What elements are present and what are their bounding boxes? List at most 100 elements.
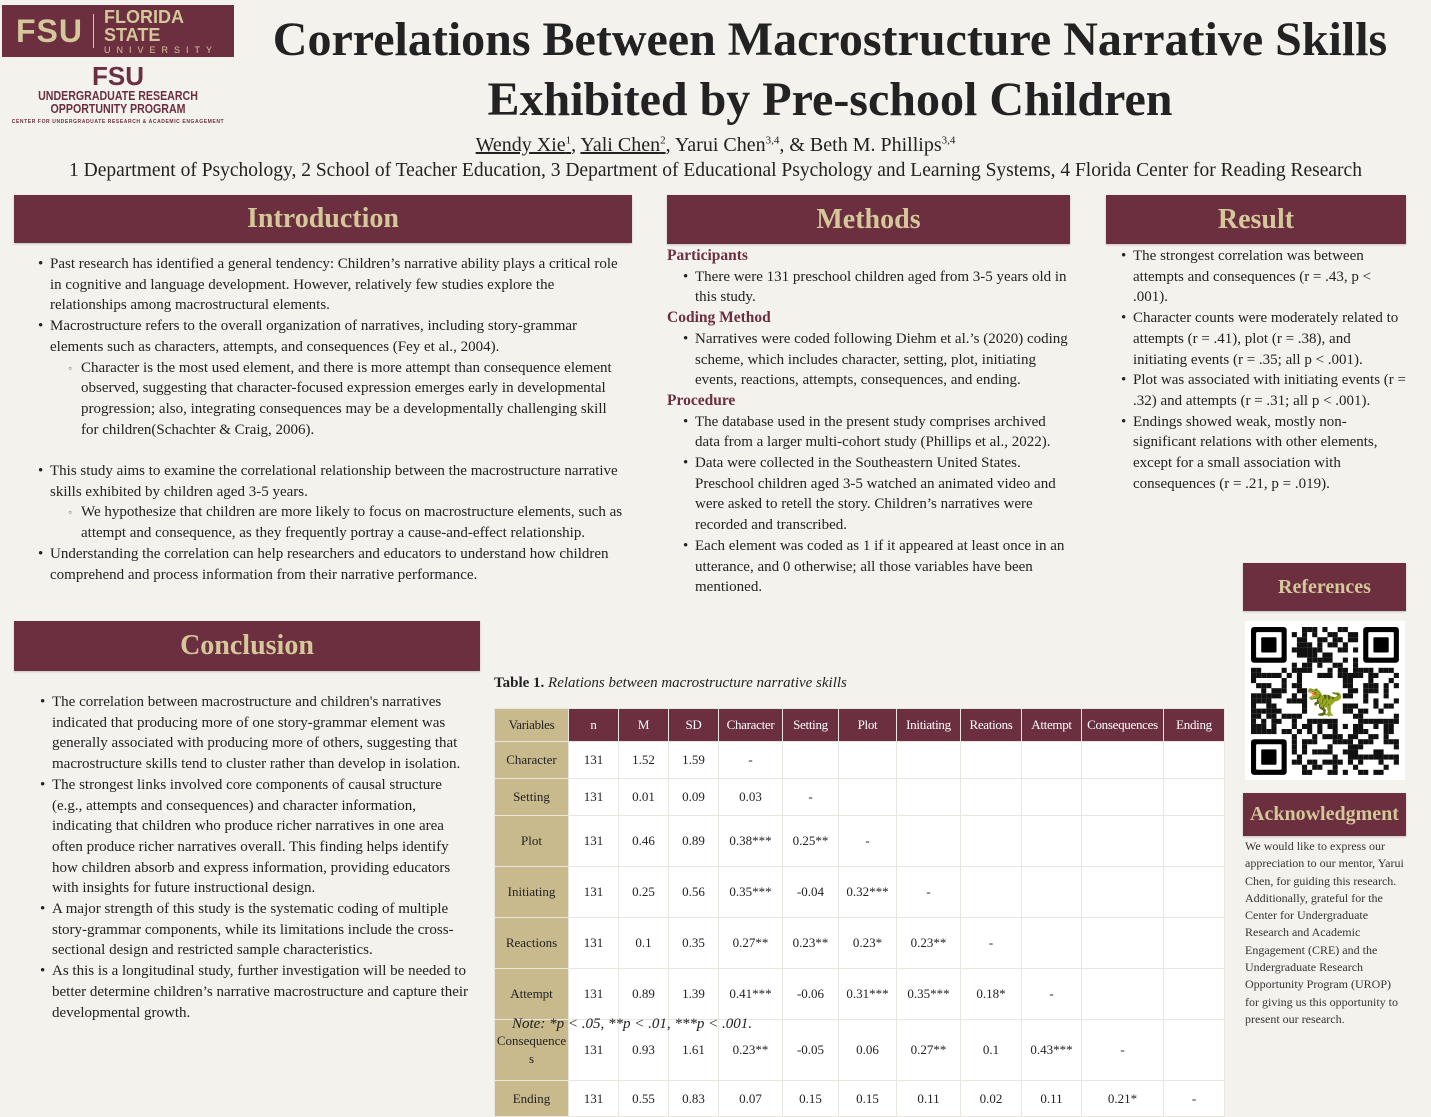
table-cell: 131	[568, 778, 619, 816]
table-cell: 0.27**	[718, 917, 783, 969]
table-cell	[1163, 866, 1225, 918]
table-cell: 0.35***	[896, 968, 961, 1020]
qr-code[interactable]: 🦖	[1245, 621, 1405, 780]
methods-subheading: Procedure	[667, 391, 736, 409]
table-cell	[1163, 741, 1225, 779]
row-label: Setting	[494, 778, 569, 816]
correlation-table: Variables n M SD Character Setting Plot Initiat…	[494, 708, 1225, 1117]
table-cell: 0.02	[960, 1080, 1022, 1117]
column-header: Variables	[494, 708, 569, 742]
methods-list: There were 131 preschool children aged f…	[667, 267, 1072, 308]
table-cell: -0.05	[782, 1019, 839, 1081]
methods-item: Data were collected in the Southeastern …	[683, 453, 1072, 536]
table-cell: 0.21*	[1081, 1080, 1164, 1117]
table-cell	[1021, 741, 1082, 779]
table-cell: 1.39	[668, 968, 719, 1020]
table-cell: 0.23**	[896, 917, 961, 969]
introduction-item: This study aims to examine the correlati…	[38, 461, 623, 502]
introduction-heading: Introduction	[14, 195, 632, 243]
table-cell: 0.35	[668, 917, 719, 969]
conclusion-list: The correlation between macrostructure a…	[40, 692, 475, 1023]
table-cell: 0.1	[960, 1019, 1022, 1081]
references-heading: References	[1243, 563, 1406, 611]
conclusion-heading: Conclusion	[14, 621, 480, 671]
table-cell	[896, 778, 961, 816]
methods-body: Participants There were 131 preschool chi…	[667, 246, 1072, 598]
table-cell: 0.06	[838, 1019, 897, 1081]
column-header: SD	[668, 708, 719, 742]
poster-title: Correlations Between Macrostructure Narr…	[272, 13, 1388, 126]
column-header: Character	[718, 708, 783, 742]
table-cell: 0.07	[718, 1080, 783, 1117]
row-label: Character	[494, 741, 569, 779]
table-cell	[960, 866, 1022, 918]
table-cell: 131	[568, 917, 619, 969]
table-cell: 0.83	[668, 1080, 719, 1117]
introduction-item: Macrostructure refers to the overall org…	[38, 316, 623, 357]
result-item: The strongest correlation was between at…	[1121, 246, 1406, 308]
table-cell: -	[718, 741, 783, 779]
table-cell: 131	[568, 815, 619, 867]
table-cell	[896, 741, 961, 779]
row-label: Ending	[494, 1080, 569, 1117]
introduction-list: Past research has identified a general t…	[38, 254, 623, 585]
row-label: Attempt	[494, 968, 569, 1020]
table-cell: 0.23*	[838, 917, 897, 969]
table-cell	[1021, 866, 1082, 918]
conclusion-item: The correlation between macrostructure a…	[40, 692, 475, 775]
table-cell: 0.15	[782, 1080, 839, 1117]
row-label: Reactions	[494, 917, 569, 969]
table-cell: -0.04	[782, 866, 839, 918]
introduction-item: Character is the most used element, and …	[38, 358, 623, 441]
introduction-item: We hypothesize that children are more li…	[38, 502, 623, 543]
table-row: Character 131 1.52 1.59-	[494, 741, 1225, 779]
column-header: Consequences	[1081, 708, 1164, 742]
table-cell	[960, 778, 1022, 816]
column-header: Initiating	[896, 708, 961, 742]
table-cell: -	[1163, 1080, 1225, 1117]
table-cell	[1021, 778, 1082, 816]
conclusion-item: The strongest links involved core compon…	[40, 775, 475, 899]
table-cell: -	[838, 815, 897, 867]
table-caption: Table 1. Relations between macrostructur…	[494, 675, 847, 691]
table-cell: 131	[568, 741, 619, 779]
table-cell	[1163, 917, 1225, 969]
result-list: The strongest correlation was between at…	[1121, 246, 1406, 494]
table-cell	[960, 815, 1022, 867]
methods-subheading: Participants	[667, 247, 748, 264]
methods-list: The database used in the present study c…	[667, 412, 1072, 598]
table-cell	[838, 778, 897, 816]
table-cell: 0.01	[618, 778, 669, 816]
table-cell: 0.89	[668, 815, 719, 867]
table-cell: 0.09	[668, 778, 719, 816]
column-header: Setting	[782, 708, 839, 742]
column-header: M	[618, 708, 669, 742]
table-cell	[1163, 778, 1225, 816]
table-note: Note: *p < .05, **p < .01, ***p < .001.	[512, 1016, 752, 1032]
table-cell	[1081, 778, 1164, 816]
table-cell: 1.52	[618, 741, 669, 779]
table-cell: 0.15	[838, 1080, 897, 1117]
table-cell	[1021, 815, 1082, 867]
conclusion-item: A major strength of this study is the sy…	[40, 899, 475, 961]
table-cell: 0.11	[896, 1080, 961, 1117]
table-row: Initiating 131 0.25 0.56 0.35*** -0.04 0.32***…	[494, 866, 1225, 918]
table-cell: 0.25	[618, 866, 669, 918]
methods-list: Narratives were coded following Diehm et…	[667, 329, 1072, 391]
column-header: Plot	[838, 708, 897, 742]
author: Beth M. Phillips3,4	[809, 134, 956, 156]
table-cell	[1081, 815, 1164, 867]
table-cell: 0.32***	[838, 866, 897, 918]
result-item: Character counts were moderately related…	[1121, 308, 1406, 370]
table-cell: -	[1081, 1019, 1164, 1081]
table-cell: 0.18*	[960, 968, 1022, 1020]
table-cell	[1081, 917, 1164, 969]
column-header: n	[568, 708, 619, 742]
urop-logo: FSU UNDERGRADUATE RESEARCH OPPORTUNITY P…	[11, 61, 225, 125]
table-cell: 131	[568, 1080, 619, 1117]
methods-heading: Methods	[667, 195, 1070, 244]
table-cell	[1081, 866, 1164, 918]
table-cell: 0.31***	[838, 968, 897, 1020]
methods-item: There were 131 preschool children aged f…	[683, 267, 1072, 308]
methods-item: The database used in the present study c…	[683, 412, 1072, 453]
